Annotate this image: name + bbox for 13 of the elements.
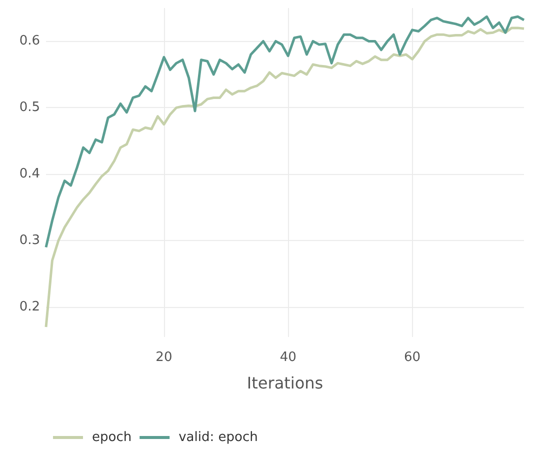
y-tick-label: 0.3 bbox=[19, 233, 40, 248]
x-axis-title: Iterations bbox=[246, 374, 324, 392]
line-series bbox=[44, 15, 526, 249]
y-tick-label: 0.2 bbox=[19, 300, 40, 315]
y-tick-label: 0.6 bbox=[19, 34, 40, 49]
legend-label: epoch bbox=[92, 430, 132, 445]
y-tick-label: 0.5 bbox=[19, 100, 40, 116]
x-tick-label: 40 bbox=[280, 350, 296, 365]
legend-label: valid: epoch bbox=[178, 430, 258, 445]
line-series bbox=[44, 26, 526, 328]
x-tick-label: 20 bbox=[156, 350, 172, 365]
y-tick-label: 0.4 bbox=[19, 166, 40, 182]
x-tick-label: 60 bbox=[404, 350, 421, 365]
